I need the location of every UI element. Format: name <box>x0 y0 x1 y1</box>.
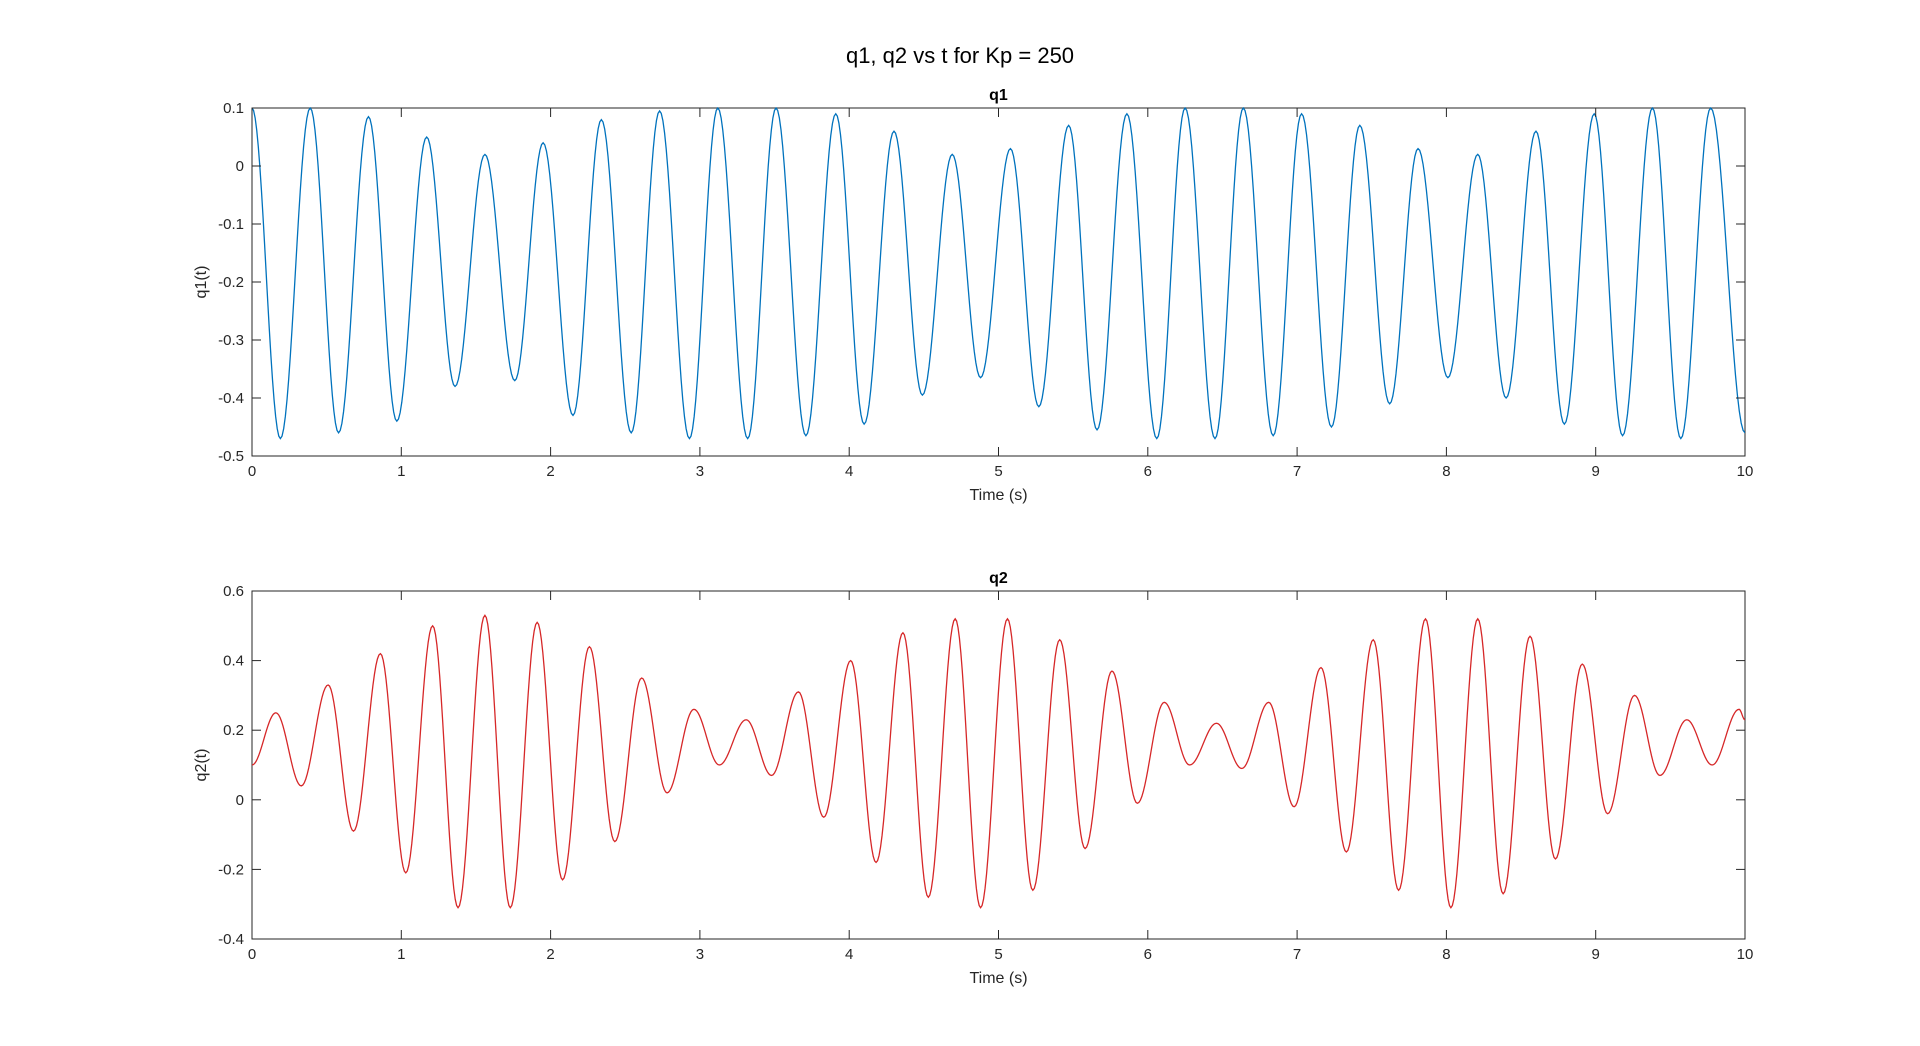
axes-title-q1: q1 <box>989 87 1008 104</box>
series-line-q1 <box>252 107 1745 440</box>
y-tick-label: -0.3 <box>218 332 244 349</box>
axes-q2: 0 1 2 3 4 5 6 7 8 9 10 -0.4 -0.2 0 0.2 0.4 0.6 q2 Time (s)… <box>193 570 1753 987</box>
y-tick-label: -0.4 <box>218 931 244 948</box>
plot-area-q2 <box>251 590 1746 940</box>
x-tick-label: 8 <box>1442 463 1450 480</box>
y-tick-label: 0.4 <box>223 653 244 670</box>
x-tick-label: 4 <box>845 463 853 480</box>
x-tick-label: 1 <box>397 463 405 480</box>
x-tick-label: 2 <box>546 946 554 963</box>
x-tick-label: 7 <box>1293 946 1301 963</box>
x-tick-label: 9 <box>1592 463 1600 480</box>
y-tick-label: 0.2 <box>223 722 244 739</box>
series-line-q2 <box>252 614 1745 909</box>
y-axis-label-q2: q2(t) <box>193 749 210 782</box>
y-tick-label: -0.2 <box>218 274 244 291</box>
plot-area-q1 <box>251 107 1746 457</box>
x-tick-label: 5 <box>994 463 1002 480</box>
y-tick-label: 0.1 <box>223 100 244 117</box>
y-tick-label: 0 <box>236 792 244 809</box>
axes-q1: 0 1 2 3 4 5 6 7 8 9 10 -0.5 -0.4 -0.3 -0.2 -0.1 0 0.1 q1 Ti… <box>193 87 1753 504</box>
x-tick-label: 2 <box>546 463 554 480</box>
x-tick-label: 9 <box>1592 946 1600 963</box>
x-tick-label: 1 <box>397 946 405 963</box>
y-tick-label: -0.4 <box>218 390 244 407</box>
y-tick-label: 0 <box>236 158 244 175</box>
x-tick-label: 3 <box>696 463 704 480</box>
y-tick-label: 0.6 <box>223 583 244 600</box>
x-tick-label: 0 <box>248 463 256 480</box>
x-tick-label: 8 <box>1442 946 1450 963</box>
y-tick-label: -0.5 <box>218 448 244 465</box>
x-tick-label: 3 <box>696 946 704 963</box>
x-tick-label: 0 <box>248 946 256 963</box>
x-tick-label: 7 <box>1293 463 1301 480</box>
x-tick-label: 6 <box>1144 946 1152 963</box>
y-tick-label: -0.1 <box>218 216 244 233</box>
x-tick-label: 10 <box>1737 463 1754 480</box>
x-tick-label: 6 <box>1144 463 1152 480</box>
x-tick-label: 5 <box>994 946 1002 963</box>
x-tick-label: 10 <box>1737 946 1754 963</box>
axes-title-q2: q2 <box>989 570 1008 587</box>
x-tick-label: 4 <box>845 946 853 963</box>
y-tick-label: -0.2 <box>218 861 244 878</box>
figure-title: q1, q2 vs t for Kp = 250 <box>846 43 1074 68</box>
x-axis-label-q1: Time (s) <box>969 487 1027 504</box>
x-axis-label-q2: Time (s) <box>969 970 1027 987</box>
y-axis-label-q1: q1(t) <box>193 266 210 299</box>
